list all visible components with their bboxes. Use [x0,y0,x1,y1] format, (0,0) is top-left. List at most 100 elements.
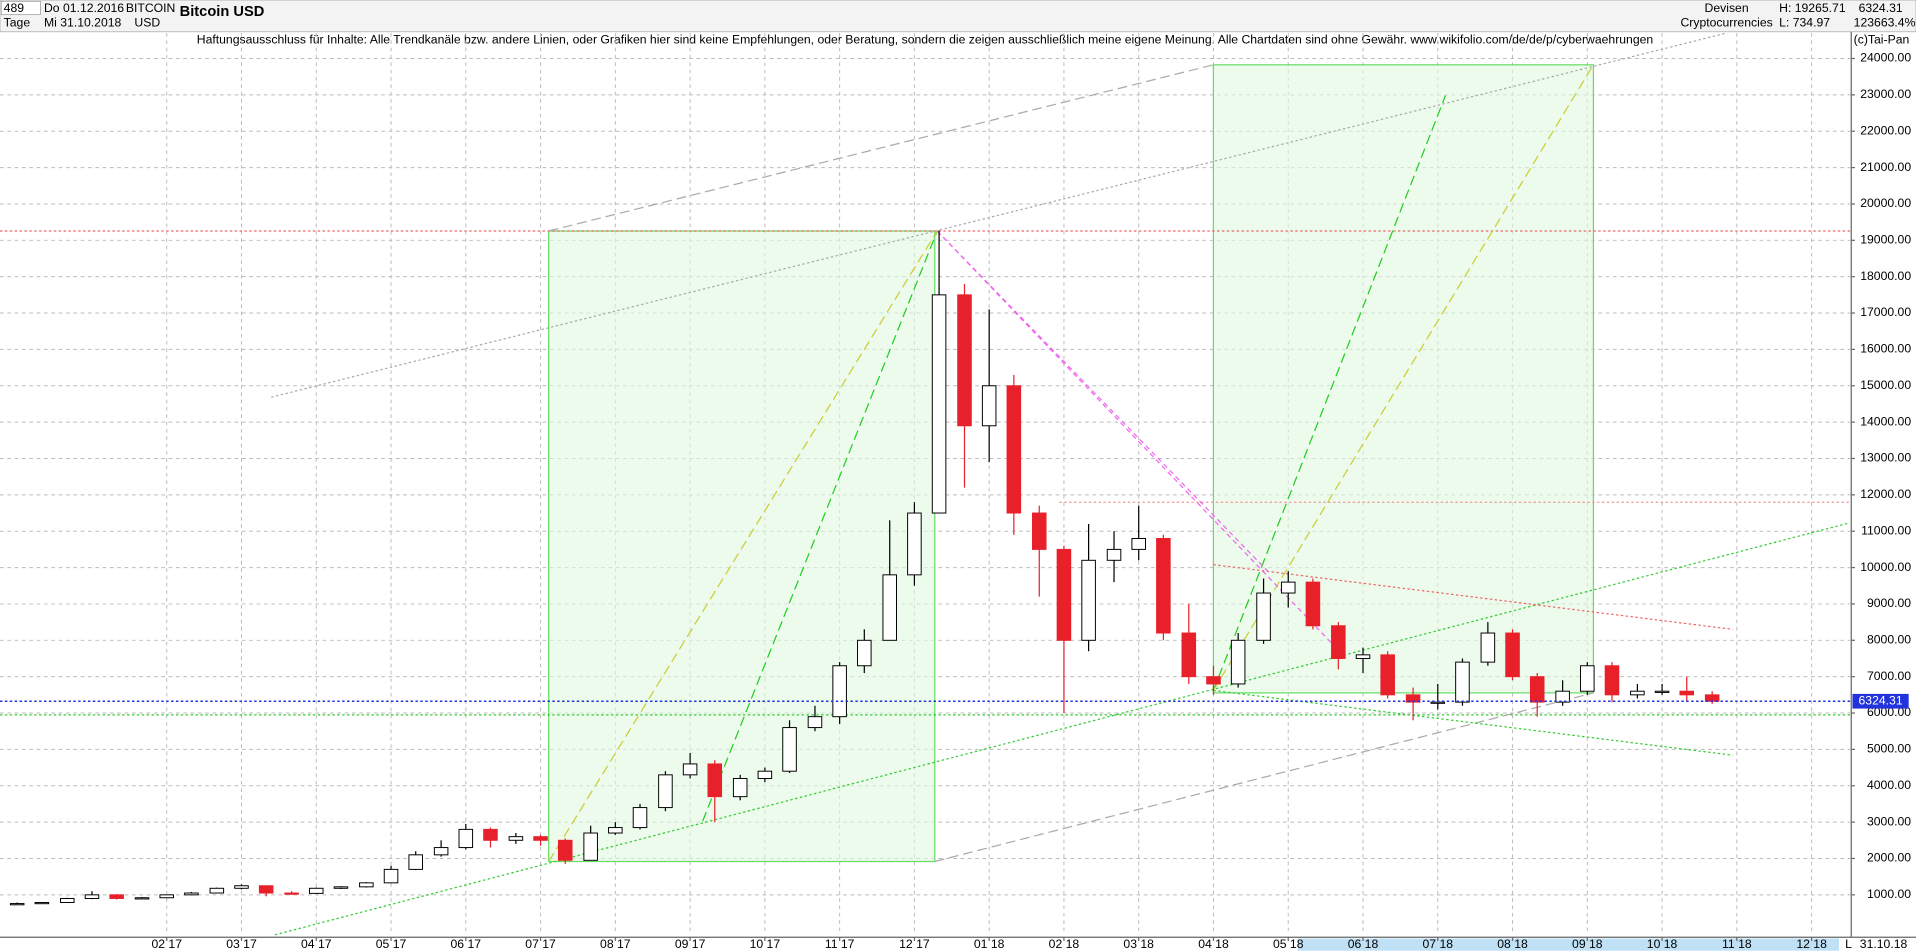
period[interactable]: Tage [4,15,31,29]
x-tick-label: 10 17 [750,937,781,951]
count[interactable]: 489 [4,1,25,15]
y-tick-label: 7000.00 [1867,669,1911,683]
date-from: Do 01.12.2016 [44,1,124,15]
disclaimer: Haftungsausschluss für Inhalte: Alle Tre… [197,33,1653,47]
candle-body [1505,632,1520,678]
candle-body [1355,654,1371,659]
candle-body [1405,694,1421,703]
count-box[interactable] [0,0,41,16]
y-tick-label: 14000.00 [1860,414,1911,428]
trend-line [1213,689,1733,756]
x-tick-label: 07 17 [525,937,556,951]
candle-body [1106,548,1122,561]
y-tick-label: 5000.00 [1867,742,1911,756]
y-tick-label: 17000.00 [1860,305,1911,319]
candle-body [1455,661,1470,703]
trend-line [548,230,938,862]
y-tick-label: 13000.00 [1860,451,1911,465]
y-tick-label: 6000.00 [1867,705,1911,719]
currency: USD [134,15,160,29]
trend-line [936,230,1345,657]
x-tick-label: 02 17 [151,937,182,951]
y-tick-label: 23000.00 [1860,87,1911,101]
candle-body [957,294,972,427]
candle-body [1031,512,1047,550]
candle-body [807,716,823,729]
x-tick-label: 05 17 [376,937,407,951]
copyright: (c)Tai-Pan [1854,33,1910,47]
x-tick-label: 11 18 [1722,937,1752,951]
header-bar [0,0,1916,33]
change: 123663.4% [1854,15,1916,29]
candle-body [433,847,449,856]
candle-body [84,894,100,899]
candle-body [732,777,748,798]
sector: Cryptocurrencies [1680,15,1772,29]
candle-body [1679,690,1695,696]
drawings [0,32,1852,936]
x-tick-label: 06 17 [451,937,482,951]
trend-line [936,230,1272,575]
candle-body [1206,676,1221,685]
y-tick-label: 15000.00 [1860,378,1911,392]
candle-body [707,763,723,798]
candle-body [1630,690,1645,696]
candle-body [1331,625,1346,659]
y-tick-label: 4000.00 [1867,778,1911,792]
candle-body [1081,559,1096,641]
candle-body [1654,690,1670,693]
candle-body [533,836,548,841]
x-tick-label: 10 18 [1647,937,1678,951]
candle-body [34,901,50,905]
candle-body [658,774,673,809]
candle-body [159,894,175,899]
x-tick-label: 12 17 [899,937,930,951]
candle-body [583,832,598,861]
last-price-header: 6324.31 [1859,1,1903,15]
market: Devisen [1705,1,1749,15]
candle-body [632,807,648,829]
candle-body [1480,632,1496,663]
candle-body [508,836,524,841]
y-tick-label: 3000.00 [1867,814,1911,828]
candle-body [1305,581,1321,627]
x-tick-label: 08 18 [1497,937,1528,951]
candle-body [209,887,225,894]
y-tick-label: 21000.00 [1860,160,1911,174]
trend-line [548,64,1214,232]
x-tick-label: 04 18 [1198,937,1229,951]
candle-body [483,828,498,841]
candle-body [782,727,797,772]
candle-body [857,639,872,667]
y-tick-label: 20000.00 [1860,196,1911,210]
y-tick-label: 24000.00 [1860,51,1911,65]
y-tick-label: 12000.00 [1860,487,1911,501]
high: H: 19265.71 [1779,1,1846,15]
candle-body [1529,676,1545,703]
candle-body [1280,581,1296,594]
y-tick-label: 11000.00 [1861,523,1911,537]
x-tick-label: 01 18 [974,937,1005,951]
low: L: 734.97 [1779,15,1830,29]
candle-body [1580,665,1595,692]
candle-body [258,885,274,894]
y-tick-label: 1000.00 [1867,887,1911,901]
trend-line [274,522,1849,936]
scale-mode[interactable]: L [1845,937,1852,951]
candle-body [109,894,124,899]
x-tick-label: 03 17 [226,937,257,951]
candle-body [832,665,847,718]
x-tick-label: 04 17 [301,937,332,951]
candle-body [308,887,324,894]
x-tick-label: 07 18 [1423,937,1454,951]
x-tick-label: 03 18 [1123,937,1154,951]
y-tick-label: 16000.00 [1860,342,1911,356]
candle-body [1256,592,1271,641]
x-tick-label: 02 18 [1049,937,1080,951]
candle-body [284,892,299,895]
candle-body [234,885,249,889]
candle-body [458,828,474,849]
candle-body [1430,701,1446,704]
trend-line [1213,563,1733,630]
